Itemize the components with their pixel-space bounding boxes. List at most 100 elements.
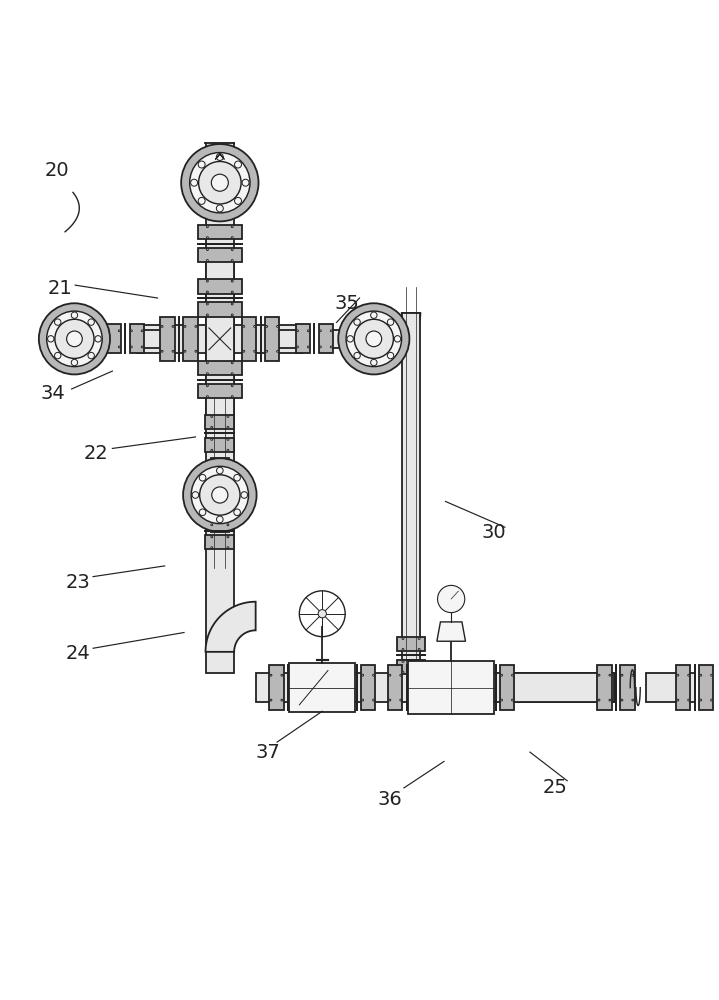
Polygon shape — [160, 317, 175, 361]
Circle shape — [195, 350, 197, 352]
Circle shape — [511, 674, 513, 676]
Circle shape — [172, 350, 174, 352]
Circle shape — [296, 346, 298, 348]
Circle shape — [223, 44, 249, 70]
Circle shape — [55, 319, 61, 325]
Text: 20: 20 — [45, 161, 69, 180]
Circle shape — [677, 699, 679, 701]
Circle shape — [67, 331, 82, 347]
Circle shape — [511, 699, 513, 701]
Circle shape — [232, 226, 233, 228]
Circle shape — [349, 699, 352, 701]
Circle shape — [181, 144, 259, 221]
Circle shape — [232, 260, 233, 261]
Circle shape — [389, 699, 391, 701]
Polygon shape — [211, 394, 229, 428]
Circle shape — [700, 674, 702, 676]
Circle shape — [400, 674, 402, 676]
Circle shape — [238, 47, 242, 51]
Circle shape — [304, 699, 306, 701]
Circle shape — [211, 140, 213, 142]
Circle shape — [243, 350, 244, 352]
Circle shape — [366, 331, 382, 347]
Circle shape — [621, 699, 623, 701]
Circle shape — [232, 291, 233, 293]
Circle shape — [206, 280, 209, 282]
Circle shape — [330, 330, 332, 332]
Circle shape — [500, 674, 503, 676]
Circle shape — [402, 648, 404, 650]
Circle shape — [489, 674, 490, 676]
Circle shape — [243, 55, 247, 60]
Circle shape — [211, 106, 213, 108]
Circle shape — [418, 661, 420, 662]
Circle shape — [277, 325, 278, 327]
Circle shape — [632, 699, 633, 701]
Circle shape — [55, 352, 61, 359]
Circle shape — [281, 699, 283, 701]
Circle shape — [402, 638, 404, 639]
Circle shape — [370, 312, 377, 318]
Circle shape — [206, 303, 209, 305]
Circle shape — [229, 63, 233, 68]
Circle shape — [198, 161, 241, 204]
Circle shape — [130, 330, 132, 332]
Circle shape — [191, 44, 217, 70]
Polygon shape — [676, 665, 690, 710]
Circle shape — [254, 350, 255, 352]
Circle shape — [211, 438, 213, 440]
Circle shape — [206, 396, 209, 398]
Polygon shape — [101, 330, 111, 348]
Circle shape — [621, 674, 623, 676]
Circle shape — [677, 674, 679, 676]
Polygon shape — [206, 438, 234, 452]
Polygon shape — [256, 673, 614, 702]
Circle shape — [372, 674, 375, 676]
Circle shape — [598, 699, 600, 701]
Polygon shape — [198, 248, 242, 262]
Circle shape — [281, 674, 283, 676]
Circle shape — [234, 197, 242, 204]
Polygon shape — [206, 3, 234, 17]
Circle shape — [199, 509, 206, 516]
Circle shape — [206, 63, 211, 68]
Circle shape — [318, 610, 326, 618]
Text: 37: 37 — [256, 743, 280, 762]
Circle shape — [47, 336, 54, 342]
Circle shape — [211, 536, 213, 538]
Circle shape — [130, 346, 132, 348]
Circle shape — [190, 153, 250, 213]
Circle shape — [184, 350, 186, 352]
Polygon shape — [129, 324, 144, 353]
Circle shape — [423, 674, 425, 676]
Circle shape — [394, 336, 400, 342]
Circle shape — [277, 350, 278, 352]
Circle shape — [402, 661, 404, 662]
Polygon shape — [211, 4, 229, 32]
Circle shape — [338, 303, 409, 374]
Polygon shape — [265, 317, 279, 361]
Circle shape — [211, 513, 213, 515]
Polygon shape — [198, 225, 242, 239]
Circle shape — [241, 492, 247, 498]
Circle shape — [161, 325, 163, 327]
Polygon shape — [296, 324, 310, 353]
Circle shape — [211, 426, 213, 428]
Circle shape — [107, 346, 109, 348]
Circle shape — [227, 4, 229, 6]
Circle shape — [88, 319, 94, 325]
Circle shape — [266, 350, 267, 352]
Circle shape — [710, 674, 713, 676]
Polygon shape — [206, 105, 234, 120]
Circle shape — [346, 311, 402, 367]
Circle shape — [216, 205, 224, 212]
Polygon shape — [292, 665, 306, 710]
Circle shape — [224, 55, 229, 60]
Circle shape — [598, 674, 600, 676]
Text: 30: 30 — [481, 523, 506, 542]
Circle shape — [347, 336, 353, 342]
Circle shape — [232, 396, 233, 398]
Circle shape — [700, 699, 702, 701]
Circle shape — [270, 674, 272, 676]
Circle shape — [161, 350, 163, 352]
